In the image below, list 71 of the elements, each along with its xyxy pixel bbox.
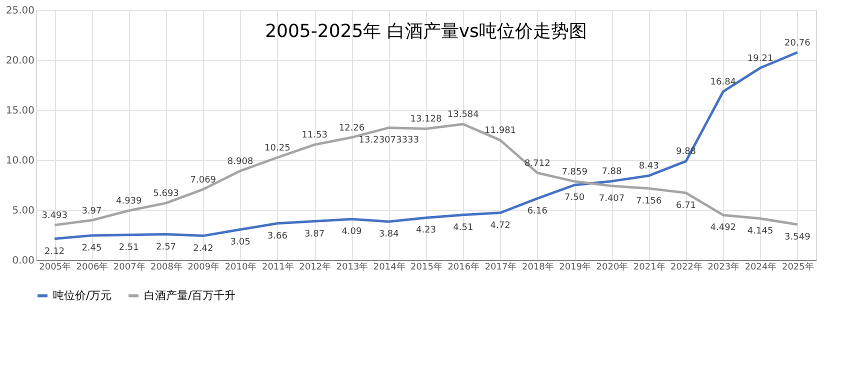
- data-label: 11.981: [484, 126, 516, 136]
- x-tick-label: 2022年: [670, 262, 702, 272]
- legend-label: 吨位价/万元: [53, 288, 112, 302]
- data-label: 5.693: [153, 189, 179, 200]
- data-label: 3.66: [267, 231, 288, 242]
- data-label: 3.549: [784, 232, 811, 243]
- legend-label: 白酒产量/百万千升: [144, 288, 236, 302]
- x-tick-label: 2014年: [373, 262, 406, 272]
- x-tick-label: 2020年: [596, 262, 628, 272]
- x-tick-label: 2012年: [299, 262, 332, 272]
- data-label: 2.42: [193, 244, 214, 254]
- data-label: 7.407: [598, 194, 625, 204]
- data-label: 12.26: [338, 123, 365, 134]
- data-label: 4.09: [342, 227, 362, 238]
- data-label: 3.97: [82, 206, 102, 216]
- x-tick-label: 2010年: [224, 262, 257, 272]
- data-label: 2.51: [118, 242, 139, 253]
- data-label: 16.84: [710, 78, 736, 88]
- data-label: 2.12: [44, 246, 65, 257]
- data-label: 6.71: [676, 200, 696, 211]
- x-tick-label: 2016年: [448, 262, 480, 272]
- data-label: 13.23073333: [358, 136, 419, 146]
- y-tick-label: 20.00: [6, 56, 34, 66]
- data-label: 2.57: [156, 242, 176, 252]
- text: 2005-2025年 白酒产量vs吨位价走势图: [265, 21, 587, 42]
- data-label: 8.908: [227, 156, 254, 167]
- x-tick-label: 2017年: [484, 262, 517, 272]
- data-label: 7.156: [636, 196, 662, 206]
- x-tick-label: 2024年: [744, 262, 777, 272]
- data-label: 7.069: [190, 175, 216, 186]
- data-label: 11.53: [302, 130, 328, 141]
- data-label: 6.16: [527, 206, 548, 216]
- data-label: 8.43: [638, 162, 659, 172]
- data-label: 4.939: [116, 196, 142, 207]
- data-label: 8.712: [524, 158, 550, 169]
- data-label: 13.584: [447, 110, 480, 120]
- y-tick-label: 25.00: [6, 6, 34, 16]
- data-label: 3.84: [378, 230, 400, 240]
- data-label: 7.88: [602, 167, 622, 178]
- y-tick-label: 5.00: [12, 206, 34, 216]
- x-tick-label: 2006年: [76, 262, 108, 272]
- data-label: 4.72: [490, 220, 510, 231]
- data-label: 3.493: [42, 211, 68, 222]
- x-tick-label: 2015年: [410, 262, 442, 272]
- data-label: 4.492: [710, 223, 736, 234]
- y-tick-label: 15.00: [6, 106, 34, 116]
- y-tick-label: 0.00: [12, 256, 34, 266]
- x-tick-label: 2007年: [113, 262, 146, 272]
- data-label: 10.25: [264, 144, 290, 154]
- x-tick-label: 2018年: [522, 262, 554, 272]
- data-label: 4.23: [416, 226, 436, 236]
- x-tick-label: 2019年: [559, 262, 592, 272]
- data-label: 2.45: [82, 244, 102, 254]
- data-label: 3.05: [230, 238, 250, 248]
- data-label: 20.76: [784, 38, 811, 48]
- data-label: 19.21: [747, 54, 774, 64]
- x-tick-label: 2013年: [336, 262, 368, 272]
- data-label: 3.87: [304, 229, 325, 240]
- x-tick-label: 2023年: [708, 262, 740, 272]
- x-tick-label: 2005年: [39, 262, 72, 272]
- x-tick-label: 2021年: [633, 262, 666, 272]
- x-tick-label: 2025年: [782, 262, 814, 272]
- x-tick-label: 2009年: [188, 262, 220, 272]
- data-label: 4.51: [453, 222, 474, 233]
- data-label: 4.145: [747, 226, 774, 237]
- x-tick-label: 2008年: [150, 262, 182, 272]
- data-label: 7.859: [562, 167, 588, 178]
- y-tick-label: 10.00: [6, 156, 34, 166]
- data-label: 13.128: [410, 114, 442, 125]
- data-label: 7.50: [564, 193, 585, 203]
- x-tick-label: 2011年: [262, 262, 294, 272]
